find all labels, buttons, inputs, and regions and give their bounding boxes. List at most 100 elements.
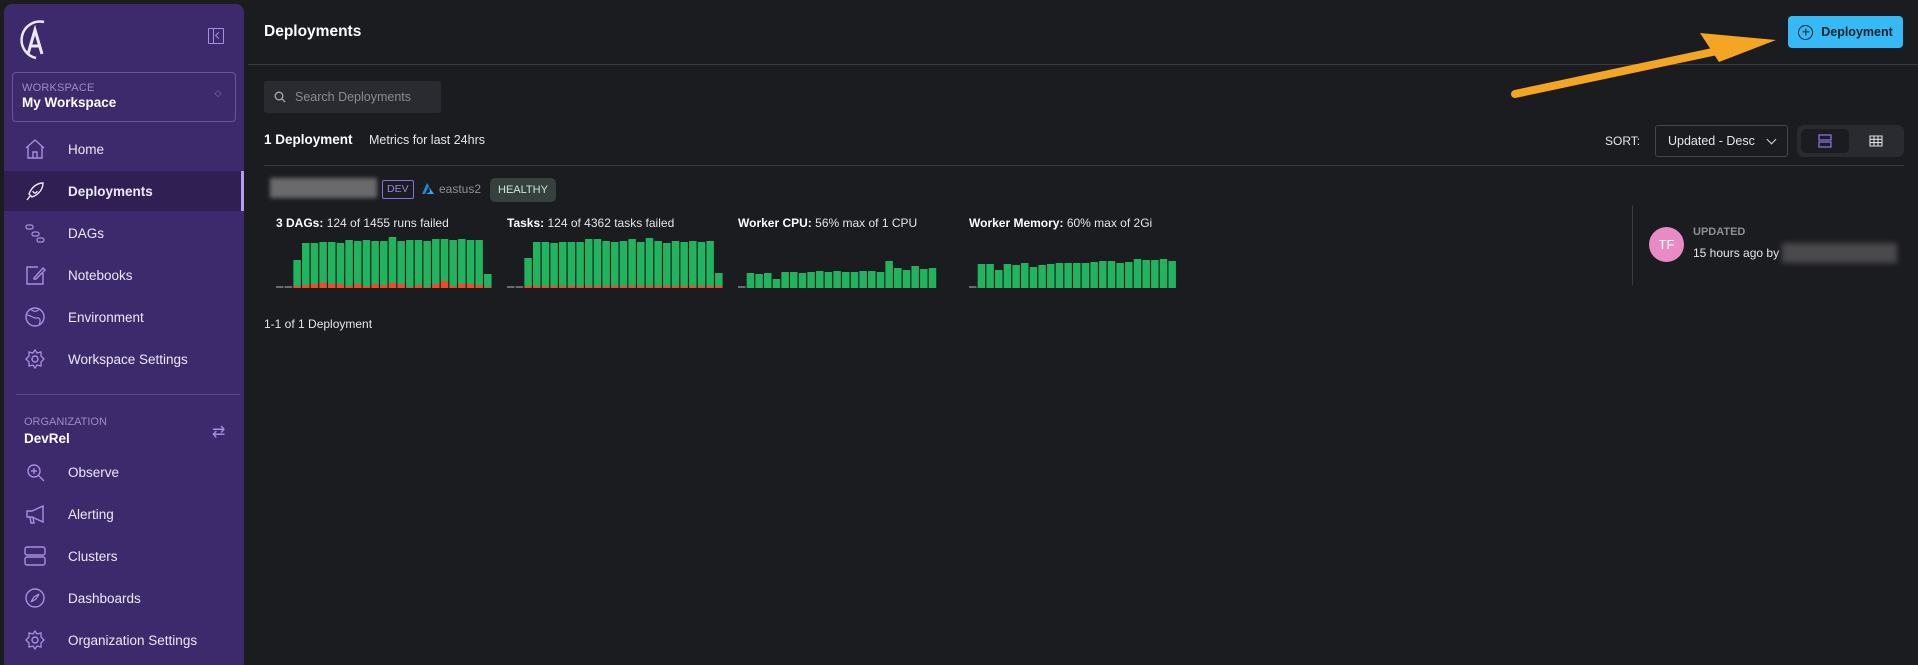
success-bar[interactable] xyxy=(1090,262,1098,288)
failed-bar[interactable] xyxy=(559,286,567,288)
failed-bar[interactable] xyxy=(645,286,654,288)
switch-organization-icon[interactable]: ⇄ xyxy=(212,424,226,441)
failed-bar[interactable] xyxy=(567,286,576,288)
failed-bar[interactable] xyxy=(663,286,671,288)
list-view-button[interactable] xyxy=(1801,129,1849,153)
success-bar[interactable] xyxy=(706,241,714,286)
success-bar[interactable] xyxy=(1081,263,1090,288)
search-input[interactable] xyxy=(295,90,435,104)
success-bar[interactable] xyxy=(423,241,431,287)
failed-bar[interactable] xyxy=(550,286,558,288)
sidebar-item-alerting[interactable]: Alerting xyxy=(4,494,244,534)
success-bar[interactable] xyxy=(790,272,798,288)
success-bar[interactable] xyxy=(484,274,492,287)
success-bar[interactable] xyxy=(986,264,994,288)
failed-bar[interactable] xyxy=(533,286,541,288)
failed-bar[interactable] xyxy=(432,284,440,288)
success-bar[interactable] xyxy=(466,240,475,284)
failed-bar[interactable] xyxy=(345,286,353,288)
success-bar[interactable] xyxy=(833,271,841,288)
empty-bar[interactable] xyxy=(738,286,746,288)
sidebar-item-environment[interactable]: Environment xyxy=(4,297,244,337)
failed-bar[interactable] xyxy=(458,284,466,288)
failed-bar[interactable] xyxy=(310,284,319,288)
success-bar[interactable] xyxy=(619,241,628,286)
success-bar[interactable] xyxy=(328,242,336,284)
success-bar[interactable] xyxy=(1107,261,1116,288)
success-bar[interactable] xyxy=(894,268,902,288)
failed-bar[interactable] xyxy=(706,286,714,288)
success-bar[interactable] xyxy=(1168,261,1176,288)
sort-select[interactable]: Updated - Desc xyxy=(1655,125,1788,157)
failed-bar[interactable] xyxy=(362,286,371,288)
success-bar[interactable] xyxy=(977,264,986,288)
success-bar[interactable] xyxy=(602,241,610,286)
success-bar[interactable] xyxy=(611,242,619,286)
success-bar[interactable] xyxy=(798,273,807,288)
success-bar[interactable] xyxy=(585,239,593,286)
success-bar[interactable] xyxy=(689,241,697,286)
success-bar[interactable] xyxy=(1142,260,1150,288)
success-bar[interactable] xyxy=(440,239,449,281)
success-bar[interactable] xyxy=(1021,263,1029,288)
empty-bar[interactable] xyxy=(284,286,293,288)
success-bar[interactable] xyxy=(371,241,379,284)
success-bar[interactable] xyxy=(1125,262,1133,288)
failed-bar[interactable] xyxy=(319,283,327,288)
success-bar[interactable] xyxy=(1116,263,1124,288)
success-bar[interactable] xyxy=(550,243,558,286)
sidebar-item-dashboards[interactable]: Dashboards xyxy=(4,578,244,618)
sidebar-item-home[interactable]: Home xyxy=(4,129,244,169)
success-bar[interactable] xyxy=(850,272,859,288)
success-bar[interactable] xyxy=(755,274,763,288)
failed-bar[interactable] xyxy=(380,285,388,288)
failed-bar[interactable] xyxy=(293,286,301,288)
success-bar[interactable] xyxy=(1151,260,1159,288)
success-bar[interactable] xyxy=(715,273,723,286)
success-bar[interactable] xyxy=(902,270,911,288)
success-bar[interactable] xyxy=(1003,264,1012,288)
success-bar[interactable] xyxy=(406,240,414,287)
success-bar[interactable] xyxy=(807,272,815,288)
failed-bar[interactable] xyxy=(354,284,362,288)
success-bar[interactable] xyxy=(302,243,310,285)
success-bar[interactable] xyxy=(671,241,680,286)
success-bar[interactable] xyxy=(772,279,781,288)
success-bar[interactable] xyxy=(824,272,833,288)
success-bar[interactable] xyxy=(414,240,423,285)
failed-bar[interactable] xyxy=(671,286,680,288)
failed-bar[interactable] xyxy=(619,286,628,288)
sidebar-item-workspace-settings[interactable]: Workspace Settings xyxy=(4,339,244,379)
success-bar[interactable] xyxy=(697,242,706,286)
failed-bar[interactable] xyxy=(328,284,336,288)
failed-bar[interactable] xyxy=(585,286,593,288)
success-bar[interactable] xyxy=(576,242,584,286)
grid-view-button[interactable] xyxy=(1852,129,1900,153)
success-bar[interactable] xyxy=(567,242,576,286)
failed-bar[interactable] xyxy=(524,286,532,288)
success-bar[interactable] xyxy=(1133,259,1142,288)
success-bar[interactable] xyxy=(680,242,688,286)
success-bar[interactable] xyxy=(559,242,567,286)
success-bar[interactable] xyxy=(1099,261,1107,288)
failed-bar[interactable] xyxy=(336,284,345,288)
success-bar[interactable] xyxy=(876,272,885,288)
success-bar[interactable] xyxy=(1038,265,1046,288)
success-bar[interactable] xyxy=(362,240,371,286)
failed-bar[interactable] xyxy=(697,286,706,288)
success-bar[interactable] xyxy=(1029,267,1038,288)
success-bar[interactable] xyxy=(388,237,397,283)
failed-bar[interactable] xyxy=(397,284,405,288)
success-bar[interactable] xyxy=(781,272,789,288)
failed-bar[interactable] xyxy=(302,285,310,288)
success-bar[interactable] xyxy=(319,242,327,283)
failed-bar[interactable] xyxy=(715,286,723,288)
success-bar[interactable] xyxy=(816,271,824,288)
success-bar[interactable] xyxy=(475,240,483,285)
add-deployment-button[interactable]: Deployment xyxy=(1788,16,1903,48)
success-bar[interactable] xyxy=(1012,265,1020,288)
success-bar[interactable] xyxy=(336,243,345,284)
deployment-name-redacted[interactable] xyxy=(270,178,377,198)
sidebar-item-notebooks[interactable]: Notebooks xyxy=(4,255,244,295)
failed-bar[interactable] xyxy=(637,286,645,288)
